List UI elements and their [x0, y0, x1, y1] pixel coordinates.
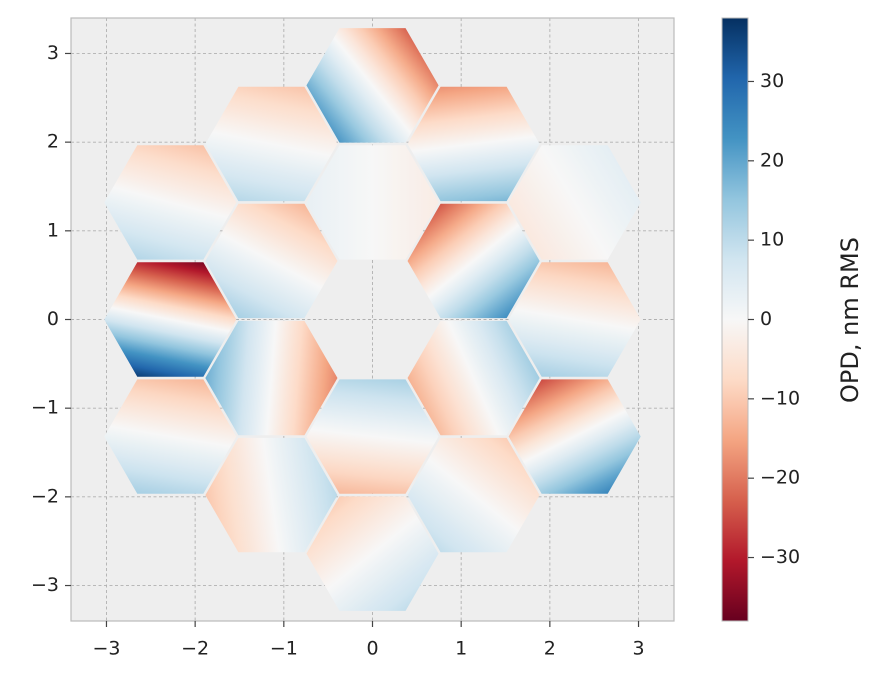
y-tick-label: −2 [31, 485, 59, 507]
y-tick-label: 3 [47, 42, 59, 64]
mirror-segment [306, 28, 439, 143]
x-tick-label: 0 [366, 638, 378, 660]
y-tick-label: 1 [47, 219, 59, 241]
mirror-segment [508, 379, 641, 494]
y-tick-label: −1 [31, 397, 59, 419]
mirror-segment [104, 262, 237, 377]
mirror-segment [508, 145, 641, 260]
mirror-segment [104, 145, 237, 260]
mirror-segment [407, 437, 540, 553]
mirror-segment [407, 320, 540, 436]
colorbar-tick-label: 0 [760, 308, 772, 330]
mirror-segment [306, 379, 439, 494]
mirror-segment [205, 86, 338, 202]
mirror-segment [508, 262, 641, 377]
colorbar-tick-label: 20 [760, 149, 784, 171]
x-tick-label: 1 [455, 638, 467, 660]
x-tick-label: −2 [181, 638, 209, 660]
x-tick-label: −1 [270, 638, 298, 660]
mirror-segment [306, 496, 439, 611]
colorbar-tick-label: −10 [760, 387, 800, 409]
y-tick-label: 0 [47, 308, 59, 330]
mirror-segment [407, 203, 540, 319]
mirror-segment [306, 145, 439, 260]
colorbar [721, 17, 749, 622]
x-tick-label: −3 [92, 638, 120, 660]
x-tick-label: 3 [632, 638, 644, 660]
colorbar-label: OPD, nm RMS [836, 237, 864, 403]
mirror-segment [205, 203, 338, 319]
x-tick-label: 2 [544, 638, 556, 660]
colorbar-tick-label: 30 [760, 70, 784, 92]
colorbar-tick-label: 10 [760, 229, 784, 251]
colorbar-tick-label: −30 [760, 546, 800, 568]
mirror-segment [205, 320, 338, 436]
mirror-segment [407, 86, 540, 202]
y-tick-label: −3 [31, 574, 59, 596]
colorbar-tick-label: −20 [760, 467, 800, 489]
mirror-segment [205, 437, 338, 553]
y-tick-label: 2 [47, 131, 59, 153]
mirror-segment [104, 379, 237, 494]
